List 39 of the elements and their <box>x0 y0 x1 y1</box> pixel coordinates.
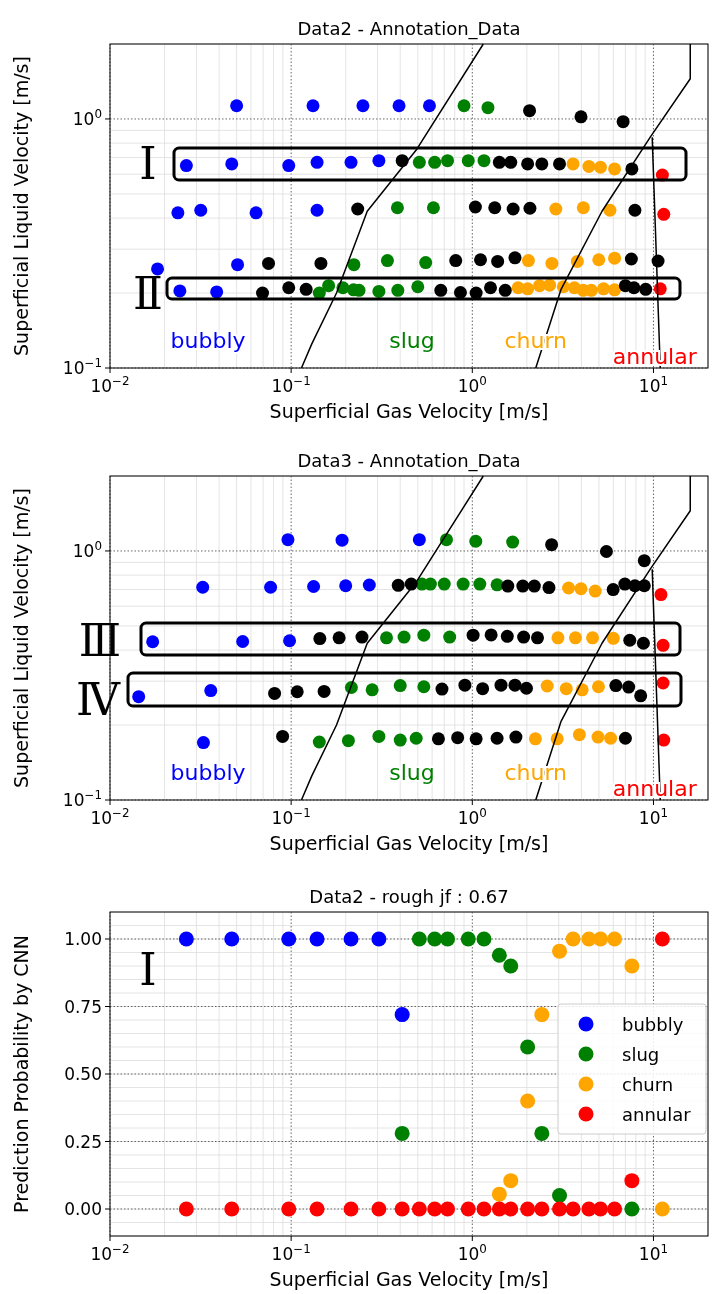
x-tick-label: 10$^{1}$ <box>638 374 669 396</box>
y-tick-label: 10$^{0}$ <box>72 538 102 561</box>
x-tick-label: 10$^{1}$ <box>638 1242 669 1264</box>
y-axis-title: Superficial Liquid Velocity [m/s] <box>10 56 32 356</box>
x-tick-label: 10$^{1}$ <box>638 806 669 828</box>
x-tick-label: 10$^{−1}$ <box>271 374 311 396</box>
y-tick-label: 0.50 <box>64 1064 102 1084</box>
x-tick-label: 10$^{−2}$ <box>90 1242 130 1264</box>
legend-label: annular <box>622 1103 692 1125</box>
x-tick-label: 10$^{0}$ <box>457 374 487 396</box>
x-axis-title: Superficial Gas Velocity [m/s] <box>269 1268 549 1290</box>
series-label: slug <box>389 759 435 785</box>
annotation: Ⅳ <box>76 673 122 725</box>
chart-title: Data3 - Annotation_Data <box>297 450 521 472</box>
annotation: Ⅲ <box>78 614 122 666</box>
x-tick-label: 10$^{−1}$ <box>271 1242 311 1264</box>
y-axis-title: Prediction Probability by CNN <box>10 935 32 1213</box>
y-tick-label: 1.00 <box>64 929 102 949</box>
chart-title: Data2 - Annotation_Data <box>297 18 521 40</box>
series-label: bubbly <box>170 327 246 353</box>
annotation: Ⅰ <box>139 137 157 189</box>
legend-label: bubbly <box>622 1013 684 1035</box>
x-axis-title: Superficial Gas Velocity [m/s] <box>269 400 549 422</box>
y-tick-label: 0.75 <box>64 996 102 1017</box>
annotation: Ⅰ <box>139 943 157 995</box>
series-label: slug <box>389 327 435 353</box>
y-tick-label: 10$^{0}$ <box>72 106 102 129</box>
y-tick-label: 0.25 <box>64 1131 102 1152</box>
x-tick-label: 10$^{−1}$ <box>271 806 311 828</box>
series-label: bubbly <box>170 759 246 785</box>
y-tick-label: 0.00 <box>64 1199 102 1219</box>
legend-label: slug <box>622 1043 660 1065</box>
x-tick-label: 10$^{0}$ <box>457 1242 487 1264</box>
x-tick-label: 10$^{0}$ <box>457 806 487 828</box>
legend-label: churn <box>622 1073 674 1095</box>
chart-title: Data2 - rough jf : 0.67 <box>309 886 509 907</box>
x-axis-title: Superficial Gas Velocity [m/s] <box>269 832 549 854</box>
annotation: Ⅱ <box>133 267 163 319</box>
y-axis-title: Superficial Liquid Velocity [m/s] <box>10 488 32 788</box>
